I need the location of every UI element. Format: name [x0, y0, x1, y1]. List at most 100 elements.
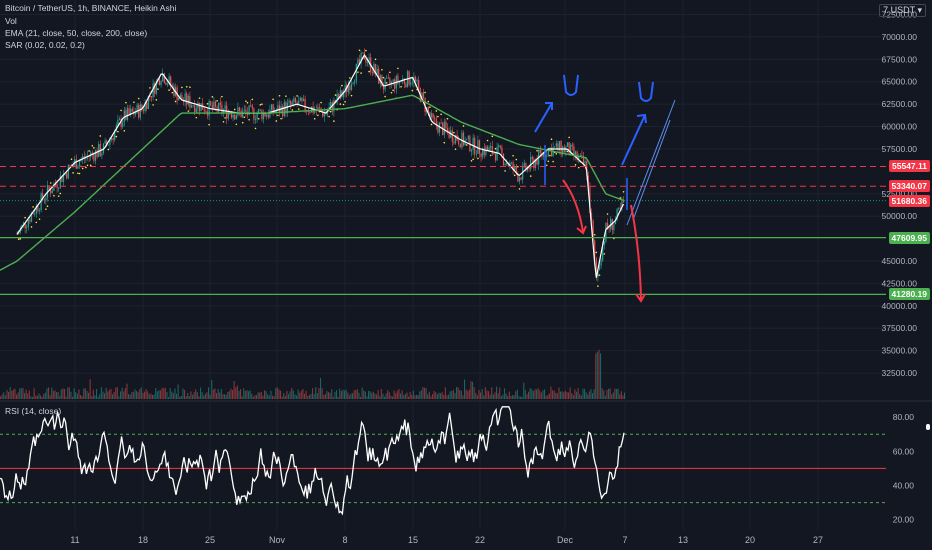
volume-bar	[609, 388, 611, 399]
volume-bar	[216, 393, 218, 399]
symbol-legend[interactable]: Bitcoin / TetherUS, 1h, BINANCE, Heikin …	[5, 3, 177, 13]
volume-bar	[131, 392, 133, 399]
volume-bar	[548, 393, 550, 399]
candle	[130, 108, 132, 114]
sar-dot	[280, 117, 282, 120]
candle	[371, 71, 373, 74]
volume-bar	[163, 388, 165, 399]
sar-dot	[446, 117, 449, 120]
candle	[261, 110, 263, 120]
volume-bar	[126, 383, 128, 399]
candle	[536, 159, 538, 165]
volume-bar	[228, 391, 230, 399]
candle	[171, 85, 173, 87]
volume-bar	[296, 395, 298, 399]
sar-dot	[53, 194, 55, 197]
price-level-label[interactable]: 55547.11	[889, 160, 930, 173]
candle	[590, 212, 593, 221]
sar-dot	[486, 139, 489, 142]
currency-prefix: 7	[883, 5, 889, 15]
volume-bar	[115, 387, 117, 399]
candle	[291, 102, 293, 105]
candle	[608, 228, 610, 230]
candle	[491, 145, 493, 155]
candle	[195, 108, 197, 112]
candle	[566, 142, 569, 147]
volume-bar	[513, 395, 515, 399]
candle	[507, 163, 509, 167]
volume-bar	[222, 394, 224, 399]
volume-bar	[340, 390, 342, 399]
volume-bar	[433, 390, 435, 399]
volume-bar	[27, 393, 29, 399]
volume-bar	[94, 395, 96, 399]
volume-bar	[568, 392, 570, 399]
sar-legend[interactable]: SAR (0.02, 0.02, 0.2)	[5, 40, 85, 50]
volume-bar	[624, 392, 626, 399]
volume-bar	[145, 389, 147, 399]
candle	[520, 177, 522, 180]
volume-bar	[460, 390, 462, 399]
rsi-axis-label: 60.00	[893, 446, 915, 456]
sar-dot	[91, 144, 94, 147]
sar-dot	[49, 182, 52, 184]
volume-bar	[43, 394, 45, 399]
candle	[598, 265, 601, 270]
candle	[166, 83, 169, 85]
volume-bar	[156, 391, 158, 399]
volume-bar	[601, 388, 603, 399]
volume-legend[interactable]: Vol	[5, 16, 17, 26]
candle	[178, 97, 180, 101]
volume-bar	[70, 391, 72, 399]
candle	[394, 79, 396, 89]
rsi-legend[interactable]: RSI (14, close)	[5, 406, 62, 416]
volume-bar	[241, 396, 243, 399]
volume-bar	[288, 394, 290, 399]
candle	[494, 153, 497, 161]
volume-bar	[387, 390, 389, 399]
volume-bar	[59, 395, 61, 399]
volume-bar	[16, 394, 18, 399]
currency-selector[interactable]: 7 USDT ▾	[879, 4, 926, 17]
candle	[216, 106, 218, 112]
candle	[144, 102, 146, 111]
candle	[558, 140, 561, 151]
candle	[504, 163, 506, 166]
candle	[258, 109, 260, 114]
volume-bar	[500, 396, 502, 399]
volume-bar	[416, 394, 418, 399]
volume-bar	[171, 391, 173, 399]
sar-dot	[453, 131, 455, 134]
volume-bar	[516, 389, 518, 399]
candle	[574, 151, 577, 156]
candle	[445, 121, 447, 129]
volume-bar	[265, 391, 267, 399]
candle	[26, 226, 28, 229]
candle	[99, 143, 101, 156]
volume-bar	[292, 390, 294, 399]
sar-dot	[248, 118, 250, 121]
candle	[438, 122, 441, 133]
volume-bar	[604, 395, 606, 399]
candle	[66, 173, 68, 179]
sar-dot	[358, 49, 361, 52]
volume-bar	[443, 394, 445, 399]
price-level-label[interactable]: 41280.19	[888, 288, 930, 301]
candle	[416, 80, 418, 82]
ema-legend[interactable]: EMA (21, close, 50, close, 200, close)	[5, 28, 148, 38]
volume-bar	[283, 392, 285, 399]
volume-bar	[483, 395, 485, 399]
price-level-label[interactable]: 51680.36	[888, 195, 930, 208]
candle	[421, 92, 423, 102]
sar-dot	[385, 82, 388, 84]
candle	[118, 118, 121, 121]
sar-dot	[518, 188, 521, 190]
sar-dot	[93, 147, 95, 149]
price-level-label[interactable]: 53340.07	[888, 180, 930, 193]
volume-bar	[496, 386, 498, 399]
price-level-label[interactable]: 47609.95	[888, 231, 930, 244]
sar-dot	[313, 117, 316, 120]
candle	[498, 145, 500, 148]
